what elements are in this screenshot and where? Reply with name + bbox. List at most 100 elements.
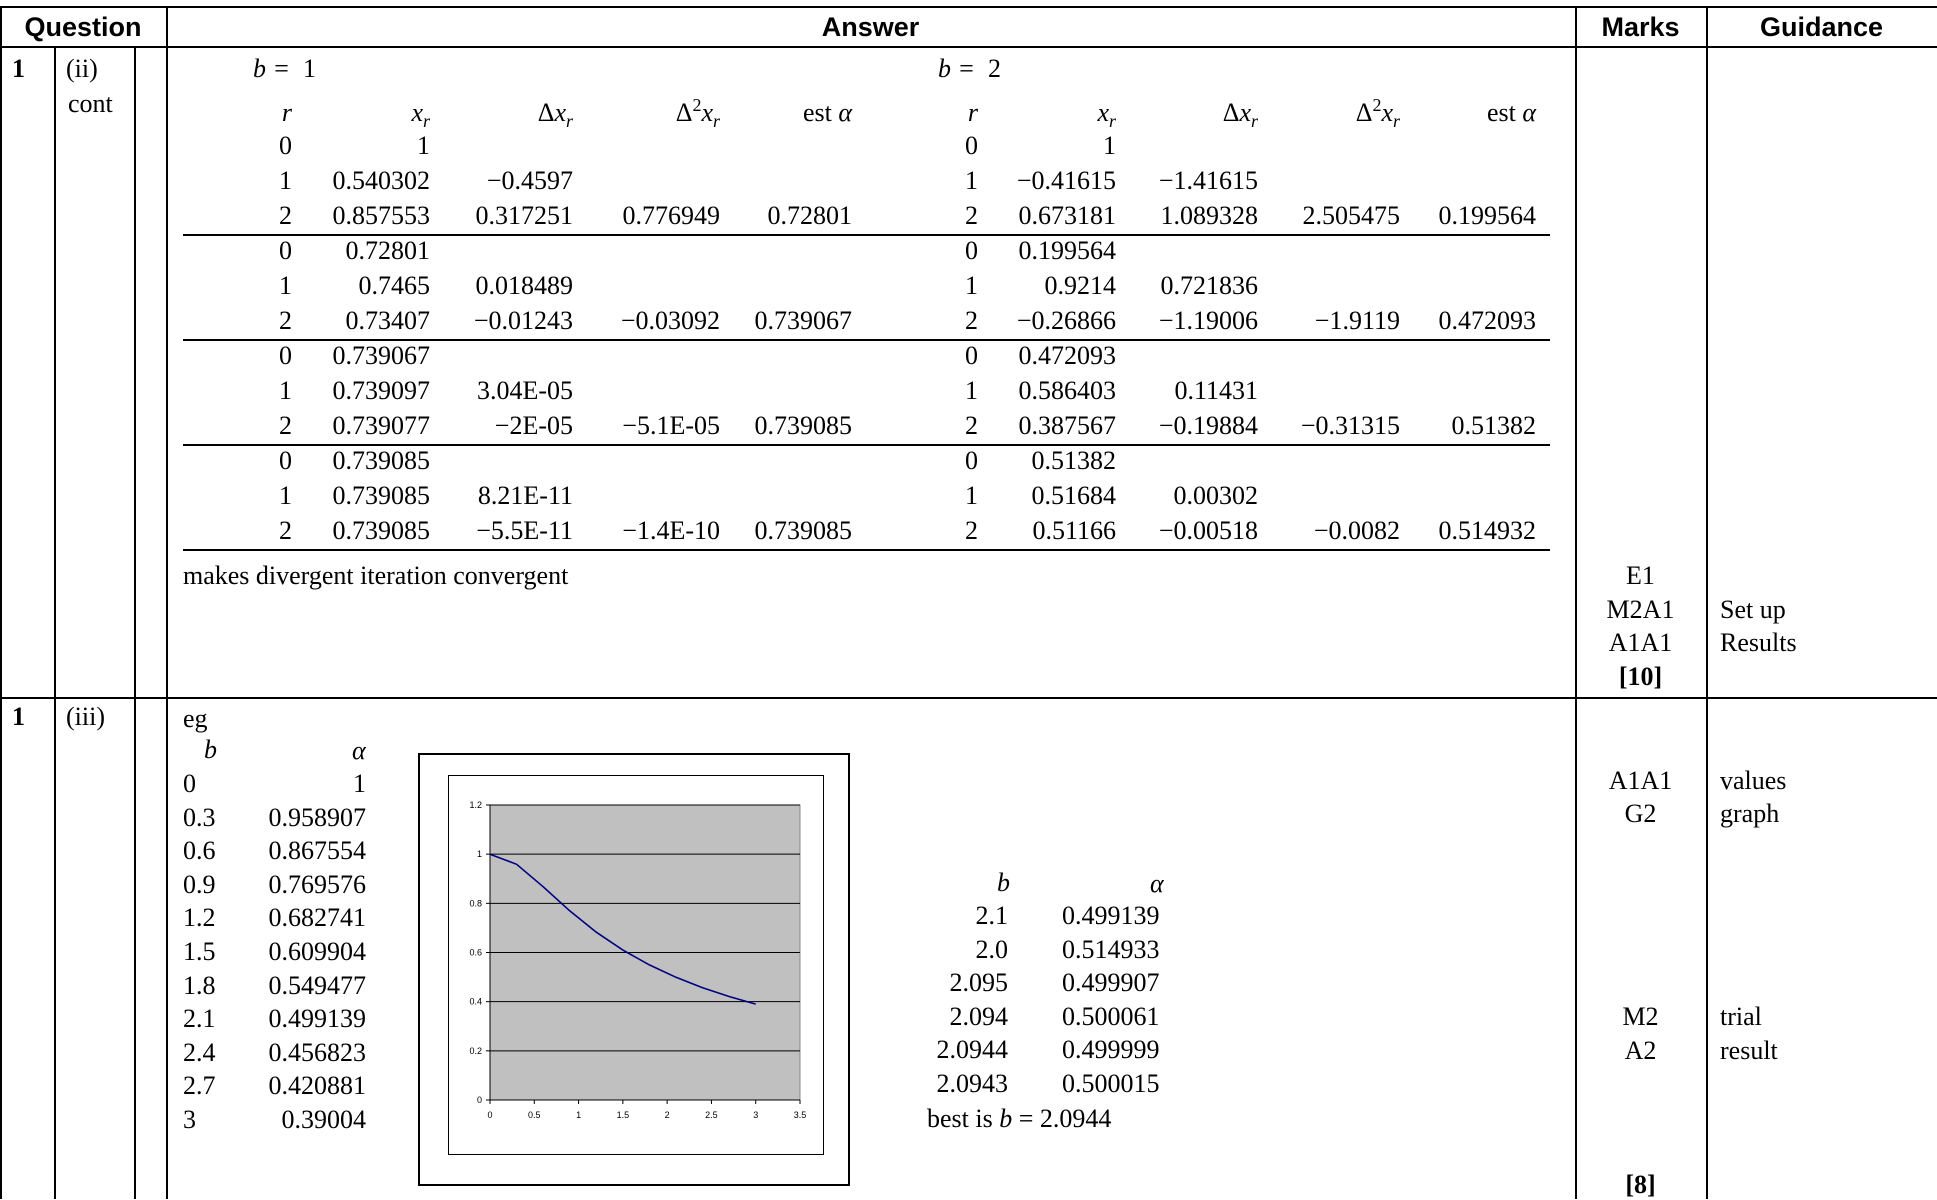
best-result: best is b = 2.0944 bbox=[927, 1104, 1112, 1133]
right-cell-est: 0.472093 bbox=[1438, 306, 1537, 335]
left-cell-x: 0.72801 bbox=[345, 236, 431, 265]
chart-y-tick-label: 0.2 bbox=[469, 1046, 482, 1056]
b-alpha-b-cell: 0.6 bbox=[183, 836, 216, 866]
left-cell-x: 0.739085 bbox=[332, 446, 431, 475]
right-cell-est: 0.199564 bbox=[1438, 201, 1537, 230]
trial-alpha-cell: 0.499999 bbox=[1062, 1035, 1160, 1065]
right-cell-x: 0.586403 bbox=[1018, 376, 1117, 405]
header-answer: Answer bbox=[821, 12, 920, 42]
right-cell-r: 1 bbox=[965, 166, 978, 195]
trial-b-cell: 2.095 bbox=[949, 968, 1009, 998]
right-cell-x: 0.472093 bbox=[1018, 341, 1117, 370]
marks-iii-g2: G2 bbox=[1624, 799, 1657, 828]
block-separator bbox=[183, 339, 1550, 341]
right-b-label: b = bbox=[938, 54, 976, 83]
right-cell-x: 0.51382 bbox=[1031, 446, 1117, 475]
block-separator bbox=[183, 444, 1550, 446]
trial-alpha-cell: 0.514933 bbox=[1062, 934, 1160, 964]
left-cell-r: 0 bbox=[279, 236, 292, 265]
left-cell-r: 0 bbox=[279, 131, 292, 160]
chart-y-tick-label: 0 bbox=[477, 1095, 482, 1105]
left-cell-r: 0 bbox=[279, 341, 292, 370]
marks-ii-total: [10] bbox=[1618, 662, 1663, 691]
right-cell-x: 0.673181 bbox=[1018, 201, 1117, 230]
header-marks: Marks bbox=[1601, 12, 1680, 42]
b-alpha-col-b: b bbox=[204, 735, 217, 764]
left-cell-r: 1 bbox=[279, 271, 292, 300]
guidance-iii-result: result bbox=[1720, 1036, 1778, 1065]
left-cell-dx: −5.5E-11 bbox=[476, 516, 573, 545]
b-alpha-col-alpha: α bbox=[352, 736, 366, 765]
left-cell-d2x: −1.4E-10 bbox=[622, 516, 720, 545]
right-cell-r: 2 bbox=[965, 306, 978, 335]
left-cell-dx: −2E-05 bbox=[494, 411, 573, 440]
marks-ii-m2a1: M2A1 bbox=[1606, 595, 1675, 624]
left-cell-r: 2 bbox=[279, 306, 292, 335]
left-cell-x: 0.7465 bbox=[358, 271, 431, 300]
left-cell-x: 0.739085 bbox=[332, 481, 431, 510]
right-cell-r: 1 bbox=[965, 271, 978, 300]
right-col-x: xr bbox=[1097, 98, 1116, 131]
left-cell-est: 0.739085 bbox=[754, 516, 853, 545]
trial-col-alpha: α bbox=[1150, 869, 1164, 898]
right-cell-dx: −1.41615 bbox=[1158, 166, 1258, 195]
right-col-r: r bbox=[967, 98, 978, 127]
answer-divider bbox=[1575, 6, 1577, 1199]
right-cell-est: 0.51382 bbox=[1451, 411, 1537, 440]
right-cell-x: 0.9214 bbox=[1044, 271, 1117, 300]
b-alpha-alpha-cell: 0.39004 bbox=[281, 1105, 367, 1134]
b-alpha-b-cell: 2.1 bbox=[183, 1004, 216, 1034]
left-border bbox=[0, 6, 2, 1199]
b-alpha-b-cell: 0 bbox=[183, 769, 196, 798]
marks-iii-m2: M2 bbox=[1622, 1002, 1659, 1031]
left-col-r: r bbox=[281, 98, 292, 127]
right-cell-r: 1 bbox=[965, 481, 978, 510]
right-cell-d2x: −1.9119 bbox=[1314, 306, 1400, 335]
b-alpha-b-cell: 0.9 bbox=[183, 869, 216, 899]
guidance-iii-graph: graph bbox=[1720, 799, 1780, 828]
part-ii-bottom-border bbox=[0, 697, 1937, 699]
left-cell-d2x: −0.03092 bbox=[620, 306, 720, 335]
trial-b-cell: 2.0 bbox=[975, 934, 1009, 964]
left-cell-dx: 3.04E-05 bbox=[476, 376, 573, 405]
b-alpha-b-cell: 2.7 bbox=[183, 1071, 216, 1101]
b-alpha-b-cell: 1.8 bbox=[183, 970, 216, 1000]
left-cell-dx: 8.21E-11 bbox=[477, 481, 573, 510]
trial-alpha-cell: 0.500015 bbox=[1062, 1069, 1160, 1098]
right-cell-d2x: 2.505475 bbox=[1302, 201, 1401, 230]
chart-y-tick-label: 0.8 bbox=[469, 898, 482, 908]
right-cell-r: 0 bbox=[965, 131, 978, 160]
left-b-value: 1 bbox=[303, 54, 317, 83]
right-col-est: est α bbox=[1486, 98, 1536, 127]
chart-x-tick-label: 0.5 bbox=[528, 1110, 541, 1120]
b-alpha-b-cell: 1.5 bbox=[183, 937, 216, 966]
b-alpha-b-cell: 3 bbox=[183, 1105, 196, 1134]
convergence-note: makes divergent iteration convergent bbox=[183, 561, 569, 590]
left-cell-x: 0.739097 bbox=[332, 376, 431, 405]
right-cell-dx: 0.11431 bbox=[1174, 376, 1258, 405]
right-cell-dx: −0.00518 bbox=[1158, 516, 1258, 545]
marks-ii-a1a1: A1A1 bbox=[1608, 628, 1673, 657]
b-alpha-alpha-cell: 0.420881 bbox=[268, 1071, 367, 1101]
right-cell-dx: 1.089328 bbox=[1160, 201, 1259, 230]
left-cell-dx: −0.01243 bbox=[473, 306, 573, 335]
part-label-ii: (ii) bbox=[66, 54, 98, 83]
right-cell-dx: 0.721836 bbox=[1160, 271, 1259, 300]
left-cell-r: 2 bbox=[279, 411, 292, 440]
chart-y-tick-label: 0.4 bbox=[469, 997, 482, 1007]
chart-x-tick-label: 2.5 bbox=[705, 1110, 718, 1120]
right-cell-r: 2 bbox=[965, 516, 978, 545]
left-cell-r: 1 bbox=[279, 481, 292, 510]
trial-b-cell: 2.0943 bbox=[936, 1069, 1009, 1098]
b-alpha-alpha-cell: 0.609904 bbox=[268, 937, 367, 966]
right-cell-x: 0.51166 bbox=[1032, 516, 1116, 545]
right-col-d2x: Δ2xr bbox=[1355, 95, 1400, 131]
guidance-iii-values: values bbox=[1720, 766, 1787, 795]
part-cont-label: cont bbox=[68, 89, 113, 118]
right-cell-x: −0.26866 bbox=[1016, 306, 1116, 335]
left-cell-est: 0.739085 bbox=[754, 411, 853, 440]
left-cell-r: 2 bbox=[279, 516, 292, 545]
left-cell-x: 0.540302 bbox=[332, 166, 431, 195]
b-alpha-alpha-cell: 1 bbox=[353, 769, 366, 798]
right-cell-x: 0.199564 bbox=[1018, 236, 1117, 265]
